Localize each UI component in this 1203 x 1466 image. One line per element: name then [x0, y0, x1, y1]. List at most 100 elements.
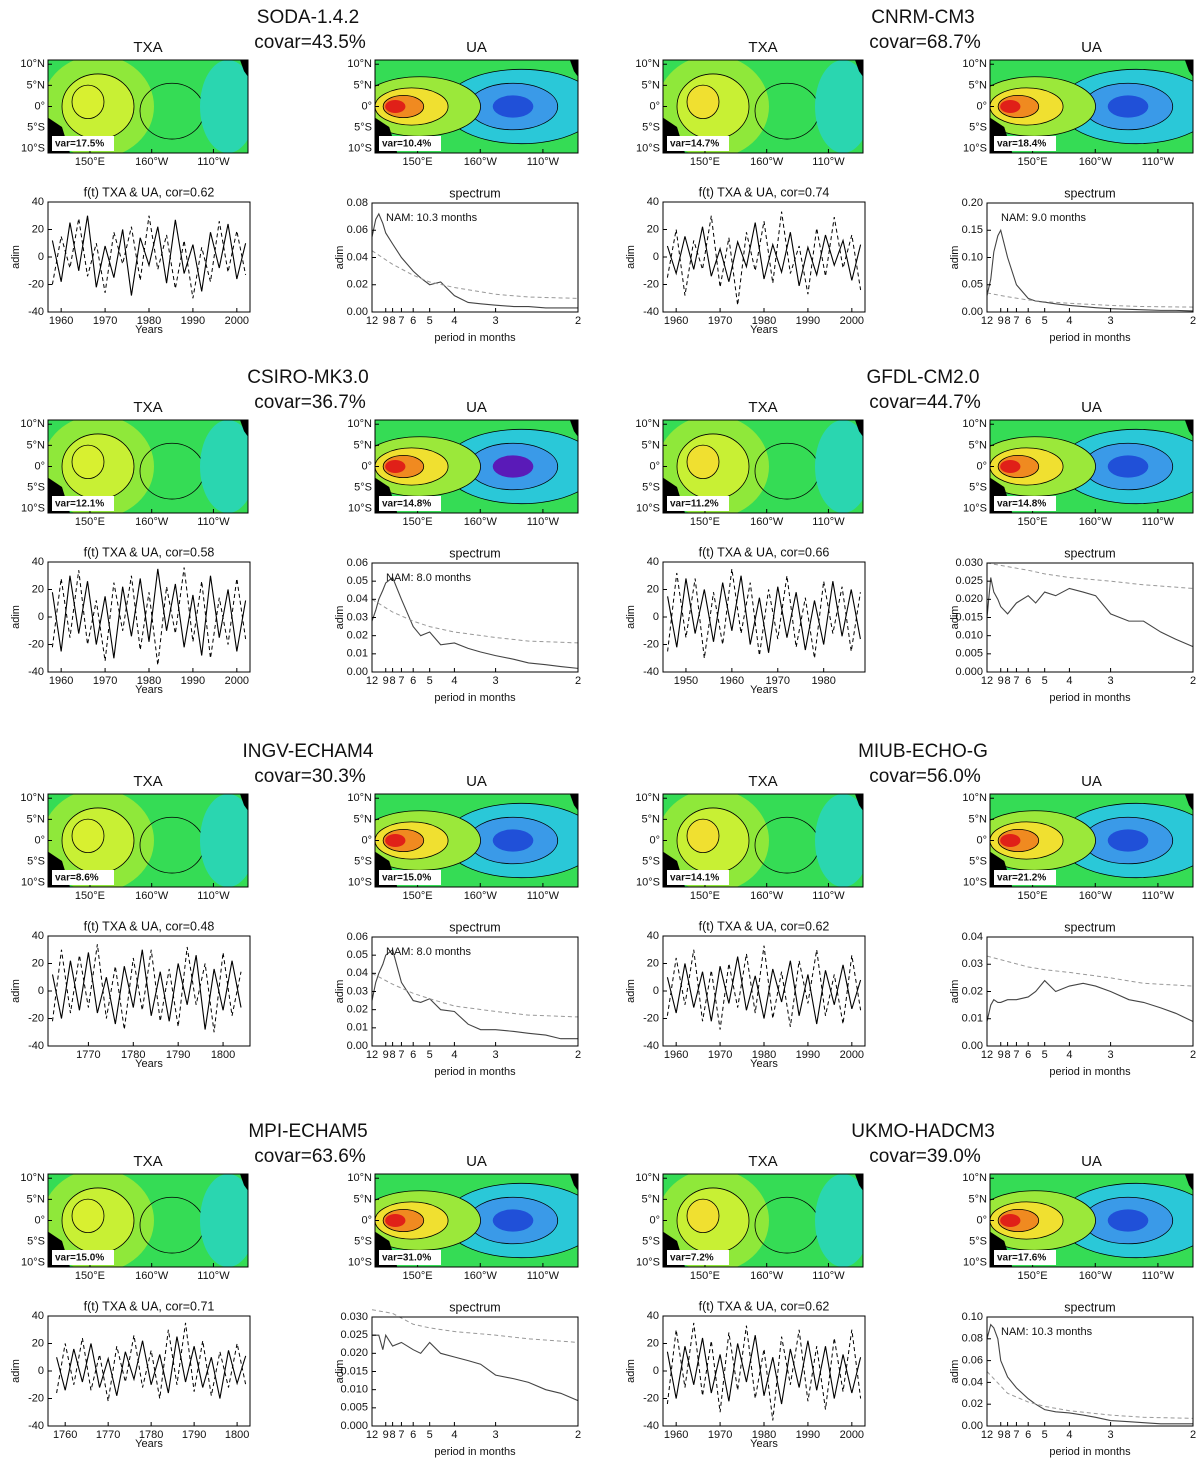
- y-tick-label: 40: [32, 196, 44, 208]
- x-tick-label: 7: [1013, 1429, 1019, 1441]
- x-tick-label: 1960: [49, 675, 73, 687]
- landmass: [569, 60, 578, 77]
- x-axis-label: period in months: [434, 692, 516, 704]
- x-tick-label: 8: [390, 675, 396, 687]
- series-line: [372, 1333, 579, 1402]
- lat-tick-label: 10°S: [963, 877, 987, 889]
- lat-tick-label: 5°S: [969, 856, 987, 868]
- lat-tick-label: 0°: [361, 100, 372, 112]
- y-axis-label: adim: [334, 980, 346, 1004]
- variance-label: var=14.8%: [997, 499, 1046, 510]
- x-tick-label: 1970: [708, 1429, 732, 1441]
- x-tick-label: 1990: [796, 315, 820, 327]
- y-tick-label: 0.05: [347, 949, 368, 961]
- annotation: NAM: 10.3 months: [386, 212, 478, 224]
- lat-tick-label: 5°S: [27, 1236, 45, 1248]
- contour-region: [385, 1213, 406, 1228]
- map-label: UA: [466, 1153, 487, 1170]
- y-tick-label: 0.00: [347, 306, 368, 318]
- x-tick-label: 1960: [720, 675, 744, 687]
- contour-region: [1107, 1209, 1149, 1232]
- var-box: [667, 1250, 729, 1265]
- lon-tick-label: 150°E: [690, 516, 720, 528]
- x-axis-label: Years: [750, 324, 778, 336]
- map-label: TXA: [133, 1153, 162, 1170]
- y-tick-label: 0.06: [347, 557, 368, 569]
- x-tick-label: 7: [398, 1049, 404, 1061]
- lon-tick-label: 110°W: [812, 890, 845, 902]
- x-tick-label: 2000: [840, 1049, 864, 1061]
- lat-tick-label: 10°N: [962, 792, 987, 804]
- lon-tick-label: 160°W: [135, 890, 169, 902]
- chart-title: spectrum: [449, 920, 500, 934]
- y-tick-label: 0: [38, 1365, 44, 1377]
- var-box: [52, 1250, 114, 1265]
- y-tick-label: -20: [643, 278, 659, 290]
- lat-tick-label: 0°: [361, 834, 372, 846]
- variance-label: var=8.6%: [55, 873, 99, 884]
- lat-tick-label: 0°: [361, 460, 372, 472]
- x-tick-label: 2: [575, 675, 581, 687]
- covariance-label: covar=43.5%: [254, 32, 366, 53]
- lon-tick-label: 160°W: [1079, 890, 1113, 902]
- plot-frame: [47, 201, 251, 313]
- y-tick-label: 0.00: [962, 306, 983, 318]
- x-tick-label: 7: [398, 315, 404, 327]
- variance-label: var=14.1%: [670, 873, 719, 884]
- lat-tick-label: 5°S: [642, 482, 660, 494]
- series-line: [51, 215, 247, 296]
- map-label: TXA: [748, 1153, 777, 1170]
- y-axis-label: adim: [334, 606, 346, 630]
- map-label: UA: [1081, 399, 1102, 416]
- contour-region: [686, 444, 720, 479]
- lat-tick-label: 10°S: [21, 1257, 45, 1269]
- chart-title: f(t) TXA & UA, cor=0.58: [84, 545, 215, 559]
- lon-tick-label: 160°W: [135, 156, 169, 168]
- lat-tick-label: 10°N: [20, 58, 45, 70]
- y-tick-label: 0.010: [955, 630, 983, 642]
- x-axis-label: Years: [750, 1058, 778, 1070]
- covariance-label: covar=30.3%: [254, 766, 366, 787]
- lon-tick-label: 110°W: [527, 156, 560, 168]
- lon-tick-label: 150°E: [75, 890, 105, 902]
- map-label: TXA: [748, 39, 777, 56]
- y-tick-label: -40: [643, 1040, 659, 1052]
- y-tick-label: 0.030: [340, 1311, 368, 1323]
- lon-tick-label: 110°W: [197, 156, 230, 168]
- y-axis-label: adim: [10, 1359, 22, 1383]
- x-tick-label: 1970: [93, 315, 117, 327]
- covariance-label: covar=63.6%: [254, 1146, 366, 1167]
- x-tick-label: 1800: [211, 1049, 235, 1061]
- series-line: [986, 577, 1194, 648]
- contour-region: [492, 1209, 534, 1232]
- lat-tick-label: 0°: [34, 460, 45, 472]
- contour-region: [1107, 455, 1149, 478]
- lon-tick-label: 150°E: [690, 890, 720, 902]
- lat-tick-label: 0°: [976, 100, 987, 112]
- landmass: [855, 420, 863, 437]
- var-box: [994, 136, 1056, 151]
- x-tick-label: 1760: [53, 1429, 77, 1441]
- model-panel: UKMO-HADCM3 covar=39.0% TXA 10°N 5°N 0° 5°S 10°…: [625, 1121, 1196, 1458]
- contour-region: [1000, 1213, 1021, 1228]
- landmass: [855, 794, 863, 811]
- series-line: [371, 212, 578, 309]
- y-tick-label: -20: [28, 638, 44, 650]
- y-tick-label: 0.02: [347, 1004, 368, 1016]
- x-tick-label: 1950: [674, 675, 698, 687]
- contour-region: [200, 420, 248, 513]
- y-tick-label: 0.015: [955, 611, 983, 623]
- y-tick-label: 0.04: [347, 593, 368, 605]
- y-tick-label: 0.03: [962, 958, 983, 970]
- lat-tick-label: 10°N: [20, 1172, 45, 1184]
- y-tick-label: 40: [647, 196, 659, 208]
- x-tick-label: 8: [390, 1049, 396, 1061]
- y-tick-label: 0.020: [340, 1347, 368, 1359]
- x-tick-label: 9: [383, 675, 389, 687]
- lat-tick-label: 10°N: [347, 792, 372, 804]
- chart-title: spectrum: [449, 186, 500, 200]
- lat-tick-label: 5°N: [642, 813, 661, 825]
- var-box: [667, 496, 729, 511]
- lon-tick-label: 160°W: [750, 156, 784, 168]
